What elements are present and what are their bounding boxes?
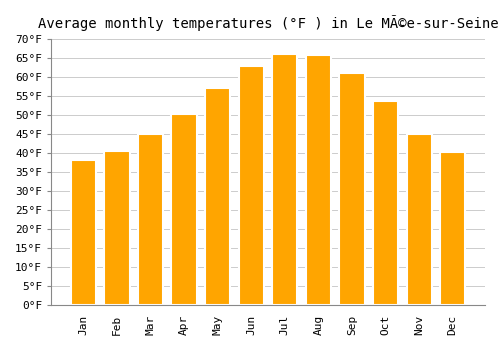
Bar [272,54,297,305]
Bar [205,89,230,305]
Bar [138,134,163,305]
Bar [71,160,96,305]
Bar [373,100,398,305]
Bar [104,151,130,305]
Bar [440,152,466,305]
Bar [172,113,196,305]
Bar [238,66,264,305]
Bar [406,134,432,305]
Bar [340,73,364,305]
Title: Average monthly temperatures (°F ) in Le MÃ©e-sur-Seine: Average monthly temperatures (°F ) in Le… [38,15,498,31]
Bar [306,55,331,305]
